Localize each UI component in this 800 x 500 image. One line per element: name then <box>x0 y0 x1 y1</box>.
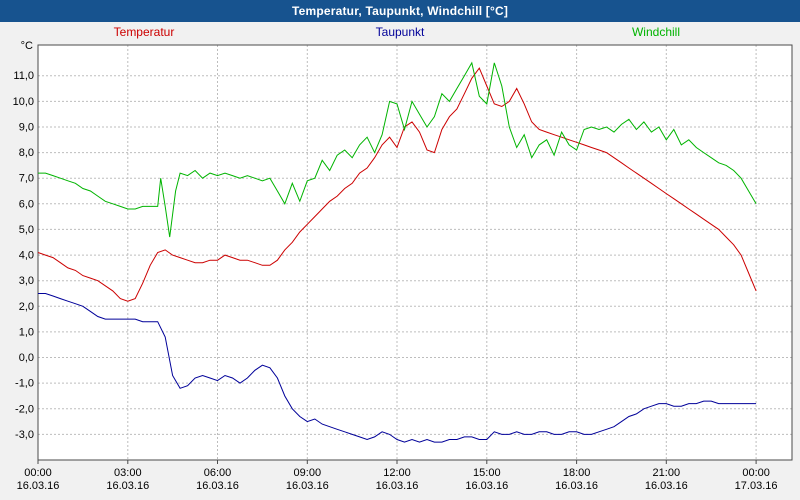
y-tick-label: -3,0 <box>15 429 34 441</box>
y-axis-unit-label: °C <box>21 40 33 52</box>
y-tick-label: 11,0 <box>13 70 34 82</box>
series-line-temperatur <box>37 67 757 302</box>
window-title: Temperatur, Taupunkt, Windchill [°C] <box>291 4 509 18</box>
y-tick-label: 6,0 <box>19 198 34 210</box>
x-tick-date-label: 16.03.16 <box>196 480 239 492</box>
y-tick-label: 2,0 <box>19 301 34 313</box>
legend-label-taupunkt: Taupunkt <box>376 25 425 39</box>
x-tick-date-label: 16.03.16 <box>376 480 419 492</box>
title-bar: Temperatur, Taupunkt, Windchill [°C] <box>0 0 800 22</box>
x-tick-time-label: 18:00 <box>563 467 591 479</box>
x-tick-date-label: 16.03.16 <box>17 480 60 492</box>
y-tick-label: 8,0 <box>19 147 34 159</box>
x-tick-date-label: 16.03.16 <box>555 480 598 492</box>
y-tick-label: -2,0 <box>15 403 34 415</box>
y-tick-label: 5,0 <box>19 224 34 236</box>
x-tick-time-label: 12:00 <box>383 467 411 479</box>
x-tick-date-label: 16.03.16 <box>465 480 508 492</box>
legend-label-windchill: Windchill <box>632 25 680 39</box>
x-tick-time-label: 21:00 <box>653 467 681 479</box>
x-tick-date-label: 16.03.16 <box>106 480 149 492</box>
x-tick-time-label: 15:00 <box>473 467 501 479</box>
x-tick-time-label: 09:00 <box>294 467 322 479</box>
x-tick-date-label: 16.03.16 <box>645 480 688 492</box>
y-tick-label: 10,0 <box>13 96 34 108</box>
y-tick-label: -1,0 <box>15 378 34 390</box>
x-tick-time-label: 06:00 <box>204 467 232 479</box>
y-tick-label: 7,0 <box>19 173 34 185</box>
legend-label-temperatur: Temperatur <box>114 25 175 39</box>
y-tick-label: 1,0 <box>19 326 34 338</box>
chart-canvas: 11,0 10,0 9,0 8,0 7,0 6,0 5,0 4,0 3,0 2,0 1,0 0,0 -1… <box>0 22 800 500</box>
x-tick-date-label: 17.03.16 <box>735 480 778 492</box>
series-line-windchill <box>38 61 757 238</box>
series-line-taupunkt <box>38 293 757 443</box>
x-tick-time-label: 03:00 <box>114 467 142 479</box>
x-tick-date-label: 16.03.16 <box>286 480 329 492</box>
y-tick-label: 4,0 <box>19 250 34 262</box>
x-tick-time-label: 00:00 <box>24 467 52 479</box>
x-tick-time-label: 00:00 <box>742 467 770 479</box>
y-tick-label: 9,0 <box>19 122 34 134</box>
y-tick-label: 0,0 <box>19 352 34 364</box>
y-tick-label: 3,0 <box>19 275 34 287</box>
